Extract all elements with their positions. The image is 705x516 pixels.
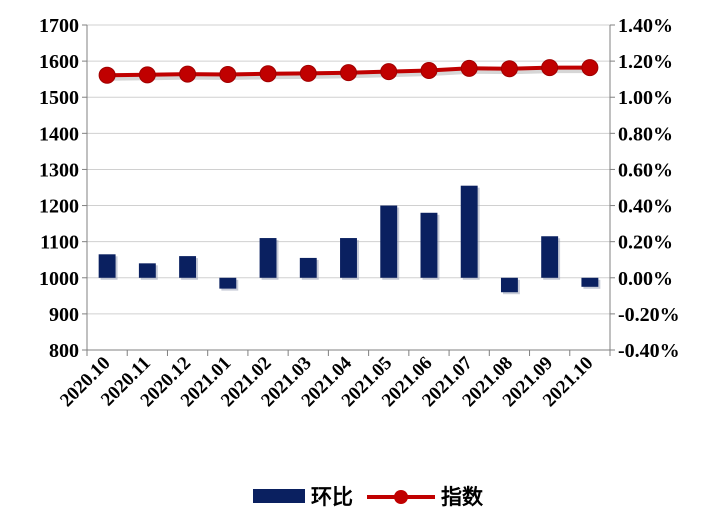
left-axis-tick-label: 800 xyxy=(49,340,79,362)
line-point xyxy=(460,59,478,77)
bar xyxy=(138,263,156,278)
line-point xyxy=(420,62,438,79)
legend-bar-label: 环比 xyxy=(311,485,353,509)
right-axis-tick-label: -0.20% xyxy=(618,304,680,326)
right-axis-tick-label: 1.20% xyxy=(618,51,673,73)
bar xyxy=(98,254,116,278)
bar xyxy=(460,185,478,278)
line-point xyxy=(541,59,559,77)
bar xyxy=(340,238,357,278)
line-point xyxy=(219,65,237,83)
bar xyxy=(179,256,197,278)
right-axis-tick-label: -0.40% xyxy=(618,340,680,362)
right-axis-tick-label: 0.40% xyxy=(618,196,673,218)
line-point xyxy=(500,60,518,78)
right-axis-tick-label: 1.00% xyxy=(618,87,673,109)
bar xyxy=(219,277,237,289)
line-point xyxy=(380,63,398,81)
left-axis-tick-label: 1500 xyxy=(39,87,79,109)
right-axis-tick-label: 0.80% xyxy=(618,123,673,145)
left-axis-tick-label: 1200 xyxy=(39,196,79,218)
line-point xyxy=(299,64,317,82)
right-axis-tick-label: 0.00% xyxy=(618,268,673,290)
line-point xyxy=(98,66,116,84)
line-point xyxy=(179,65,197,83)
left-axis-tick-label: 1600 xyxy=(39,51,79,73)
left-axis-tick-label: 1000 xyxy=(39,268,79,290)
bar xyxy=(259,238,277,278)
line-point xyxy=(581,59,599,77)
right-axis-tick-label: 0.60% xyxy=(618,159,673,181)
line-point xyxy=(259,65,277,83)
line-point xyxy=(340,64,357,82)
right-axis-tick-label: 0.20% xyxy=(618,232,673,254)
left-axis-tick-label: 1100 xyxy=(40,232,79,254)
bar xyxy=(541,236,559,278)
legend-line-label: 指数 xyxy=(441,485,484,509)
left-axis-tick-label: 1400 xyxy=(39,123,79,145)
bar xyxy=(581,277,599,287)
legend-line-marker xyxy=(394,490,408,504)
line-point xyxy=(138,66,156,84)
bar xyxy=(380,205,398,278)
left-axis-tick-label: 1300 xyxy=(39,159,79,181)
left-axis-tick-label: 900 xyxy=(49,304,79,326)
left-axis-tick-label: 1700 xyxy=(39,15,79,37)
bar xyxy=(299,257,317,278)
legend-bar-swatch xyxy=(253,489,305,503)
bar xyxy=(500,277,518,293)
bar xyxy=(420,212,438,278)
right-axis-tick-label: 1.40% xyxy=(618,15,673,37)
